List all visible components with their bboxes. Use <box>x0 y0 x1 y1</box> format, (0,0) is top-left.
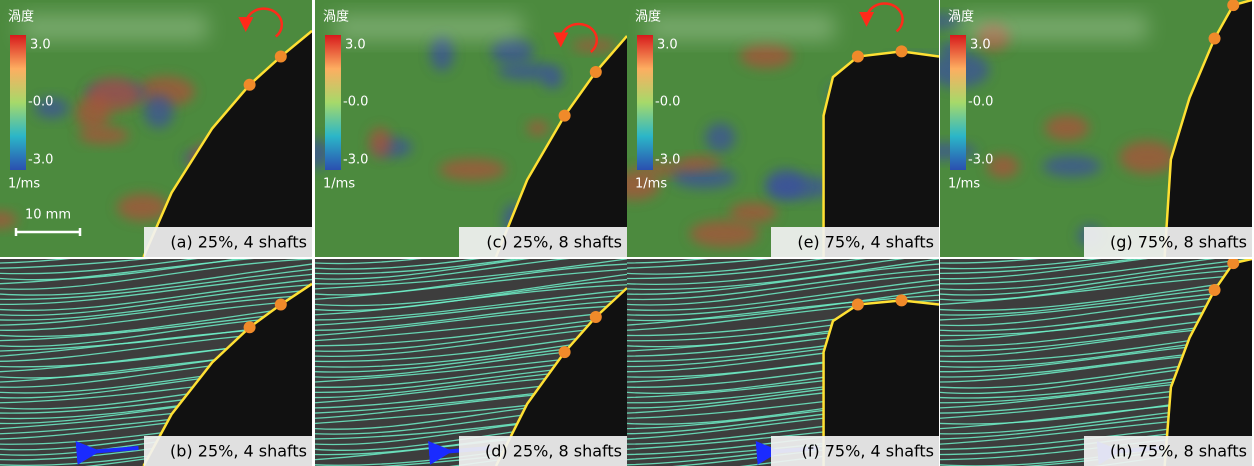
marker-dot <box>559 346 571 358</box>
vorticity-blob <box>1045 115 1090 141</box>
vorticity-blob <box>740 44 793 69</box>
body <box>824 51 939 257</box>
colorbar-label: 3.0 <box>657 38 678 53</box>
colorbar-title: 渦度 <box>948 9 974 25</box>
colorbar-label: 3.0 <box>970 38 991 53</box>
colorbar-label: -3.0 <box>28 153 53 168</box>
panel: (d) 25%, 8 shafts <box>315 233 627 466</box>
panel-label: (c) 25%, 8 shafts <box>486 233 622 252</box>
haze <box>960 15 1147 40</box>
panel: 渦度 3.0 -0.0 -3.0 1/ms 10 mm (a) 25%, 4 shafts <box>0 0 312 257</box>
colorbar-label: -0.0 <box>655 95 680 110</box>
haze <box>647 15 834 40</box>
vorticity-blob <box>672 167 736 189</box>
vorticity-blob <box>430 35 454 71</box>
vorticity-blob <box>1042 155 1101 177</box>
colorbar <box>325 35 341 170</box>
marker-dot <box>1209 33 1221 45</box>
colorbar-unit: 1/ms <box>635 177 667 192</box>
marker-dot <box>852 299 864 311</box>
marker-dot <box>244 321 256 333</box>
marker-dot <box>1227 257 1239 269</box>
vorticity-blob <box>729 202 777 222</box>
panel: 渦度 3.0 -0.0 -3.0 1/ms (g) 75%, 8 shafts <box>909 0 1254 257</box>
colorbar-label: 3.0 <box>345 38 366 53</box>
marker-dot <box>559 110 571 122</box>
colorbar-unit: 1/ms <box>8 177 40 192</box>
panel: (b) 25%, 4 shafts <box>0 233 312 466</box>
marker-dot <box>896 294 908 306</box>
colorbar-label: -3.0 <box>968 153 993 168</box>
panel: (f) 75%, 4 shafts <box>627 233 939 466</box>
colorbar-label: -0.0 <box>28 95 53 110</box>
panel: 渦度 3.0 -0.0 -3.0 1/ms (e) 75%, 4 shafts <box>610 0 940 257</box>
vorticity-blob <box>144 95 174 129</box>
marker-dot <box>590 311 602 323</box>
colorbar-label: -0.0 <box>343 95 368 110</box>
colorbar-unit: 1/ms <box>948 177 980 192</box>
colorbar-label: -0.0 <box>968 95 993 110</box>
panel: 渦度 3.0 -0.0 -3.0 1/ms (c) 25%, 8 shafts <box>300 0 645 257</box>
vorticity-blob <box>497 63 561 81</box>
vorticity-blob <box>491 38 534 64</box>
vorticity-blob <box>527 121 549 136</box>
vorticity-blob <box>705 123 735 152</box>
vorticity-blob <box>680 156 721 170</box>
panel-label: (g) 75%, 8 shafts <box>1110 233 1247 252</box>
scale-bar-label: 10 mm <box>25 208 71 223</box>
colorbar-title: 渦度 <box>8 9 34 25</box>
colorbar-unit: 1/ms <box>323 177 355 192</box>
panel-label: (d) 25%, 8 shafts <box>485 442 622 461</box>
colorbar <box>637 35 653 170</box>
marker-dot <box>275 51 287 63</box>
colorbar-label: -3.0 <box>343 153 368 168</box>
vorticity-blob <box>689 220 759 247</box>
vorticity-blob <box>78 127 129 145</box>
panel-label: (a) 25%, 4 shafts <box>170 233 307 252</box>
panel-label: (f) 75%, 4 shafts <box>802 442 934 461</box>
haze <box>20 15 207 40</box>
panel-label: (b) 25%, 4 shafts <box>170 442 307 461</box>
figure: 渦度3.0-0.0-3.01/ms10 mm(a) 25%, 4 shafts渦… <box>0 0 1254 466</box>
colorbar-label: -3.0 <box>655 153 680 168</box>
colorbar-title: 渦度 <box>635 9 661 25</box>
vorticity-blob <box>87 78 140 112</box>
vorticity-blob <box>439 159 506 181</box>
vorticity-blob <box>369 127 392 157</box>
vorticity-blob <box>1119 141 1175 174</box>
marker-dot <box>896 45 908 57</box>
panel-label: (h) 75%, 8 shafts <box>1110 442 1247 461</box>
marker-dot <box>590 66 602 78</box>
haze <box>335 15 522 40</box>
colorbar <box>10 35 26 170</box>
panel-label: (e) 75%, 4 shafts <box>797 233 934 252</box>
marker-dot <box>275 299 287 311</box>
vorticity-blob <box>766 169 804 199</box>
marker-dot <box>852 51 864 63</box>
marker-dot <box>1209 284 1221 296</box>
colorbar-label: 3.0 <box>30 38 51 53</box>
colorbar-title: 渦度 <box>323 9 349 25</box>
marker-dot <box>244 79 256 91</box>
colorbar <box>950 35 966 170</box>
panel: (h) 75%, 8 shafts <box>940 233 1252 466</box>
